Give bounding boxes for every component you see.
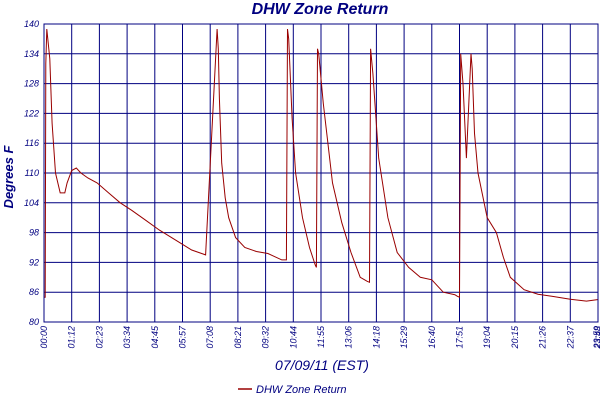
chart-title: DHW Zone Return (252, 1, 389, 18)
legend: DHW Zone Return (238, 384, 346, 396)
x-tick-label: 03:34 (122, 326, 132, 349)
y-tick-label: 110 (25, 168, 39, 178)
x-tick-label: 00:00 (39, 326, 49, 349)
y-tick-label: 116 (25, 138, 39, 148)
series-lines (44, 28, 598, 302)
x-tick-label: 20:15 (510, 325, 520, 350)
y-tick-label: 92 (29, 257, 39, 267)
y-tick-label: 134 (24, 49, 39, 59)
x-tick-labels: 00:00 01:12 02:23 03:34 04:45 05:57 07:08 08:21… (39, 325, 600, 350)
x-tick-label: 22:37 (565, 325, 575, 350)
x-tick-label: 05:57 (178, 325, 188, 349)
x-tick-label: 13:06 (344, 326, 354, 349)
x-tick-label: 02:23 (94, 326, 104, 349)
x-tick-label: 01:12 (67, 326, 77, 349)
y-axis-label: Degrees F (1, 145, 16, 209)
series-line-0 (44, 28, 598, 302)
y-tick-label: 128 (24, 79, 39, 89)
y-tick-labels: 80 86 92 98 104 110 116 122 128 134 140 (24, 19, 39, 327)
x-tick-label: 08:21 (233, 326, 243, 349)
x-tick-label: 09:32 (261, 326, 271, 349)
x-tick-label: 10:44 (288, 326, 298, 349)
x-tick-label: 21:26 (538, 326, 548, 350)
legend-label: DHW Zone Return (256, 384, 346, 396)
x-tick-label: 23:59 (592, 326, 600, 350)
x-tick-label: 11:55 (316, 325, 326, 348)
y-tick-label: 104 (24, 198, 39, 208)
x-tick-label: 19:04 (482, 326, 492, 349)
y-tick-label: 86 (29, 287, 39, 297)
grid (44, 24, 598, 322)
x-tick-label: 14:18 (371, 326, 381, 349)
x-tick-label: 04:45 (150, 325, 160, 349)
x-axis-label: 07/09/11 (EST) (275, 357, 369, 373)
plot-frame (43, 23, 599, 323)
x-tick-label: 23:48 (593, 326, 600, 350)
x-tick-label: 07:08 (205, 326, 215, 349)
y-tick-label: 140 (24, 19, 39, 29)
y-tick-label: 122 (24, 108, 39, 118)
x-tick-label: 17:51 (455, 326, 465, 349)
x-tick-label: 16:40 (427, 326, 437, 349)
y-tick-label: 98 (29, 228, 39, 238)
y-tick-label: 80 (29, 317, 39, 327)
x-tick-label: 15:29 (399, 326, 409, 349)
